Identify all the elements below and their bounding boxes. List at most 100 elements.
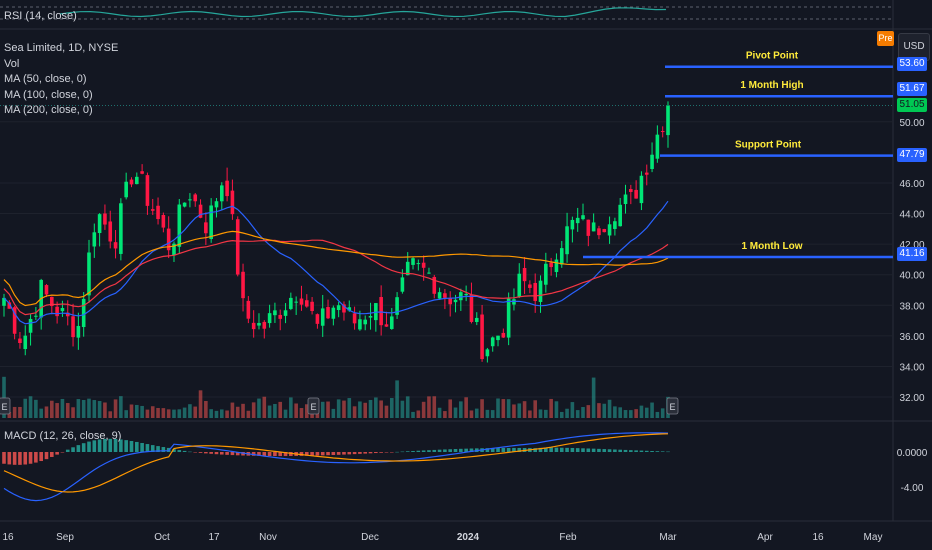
candle-body — [421, 262, 426, 268]
candle-body — [230, 190, 235, 215]
macd-hist-bar — [342, 452, 346, 455]
ma100-line — [3, 239, 669, 316]
volume-bar — [644, 407, 649, 418]
volume-bar — [225, 410, 229, 418]
candle-body — [639, 175, 644, 204]
volume-bar — [655, 411, 660, 418]
candle-body — [570, 219, 575, 230]
volume-bar — [432, 396, 437, 418]
level-label: Pivot Point — [746, 51, 799, 62]
candle-body — [501, 332, 506, 338]
price-tick-label: 34.00 — [899, 362, 924, 373]
candle-body — [374, 303, 378, 321]
candle-body — [103, 213, 107, 225]
volume-bar — [150, 406, 155, 418]
macd-hist-bar — [28, 452, 33, 464]
volume-bar — [331, 408, 336, 418]
macd-hist-bar — [437, 449, 442, 452]
macd-hist-bar — [209, 452, 213, 454]
macd-hist-bar — [44, 452, 49, 460]
volume-bar — [586, 405, 591, 418]
macd-hist-bar — [331, 452, 336, 456]
volume-bar — [177, 409, 182, 418]
volume-bar — [214, 410, 219, 418]
time-tick-label: 17 — [208, 532, 220, 543]
candle-body — [172, 243, 176, 256]
macd-hist-bar — [374, 452, 378, 454]
volume-bar — [145, 409, 150, 418]
macd-hist-bar — [235, 452, 240, 456]
macd-hist-bar — [639, 450, 644, 452]
candle-body — [28, 318, 33, 333]
macd-hist-bar — [469, 448, 474, 452]
candle-body — [76, 325, 81, 338]
candle-body — [379, 297, 383, 326]
currency-button[interactable]: USD — [898, 33, 930, 61]
volume-bar — [352, 406, 357, 418]
macd-label: MACD (12, 26, close, 9) — [4, 430, 122, 442]
candle-body — [50, 296, 54, 307]
macd-hist-bar — [613, 449, 617, 452]
volume-bar — [469, 410, 474, 418]
macd-hist-bar — [358, 452, 362, 454]
volume-bar — [517, 403, 522, 418]
candle-body — [209, 205, 213, 240]
candle-body — [655, 134, 660, 159]
macd-hist-bar — [50, 452, 54, 457]
volume-bar — [172, 409, 176, 418]
macd-hist-bar — [485, 448, 490, 452]
candle-body — [384, 324, 389, 327]
candle-body — [453, 299, 458, 303]
volume-bar — [304, 404, 309, 418]
candle-body — [257, 322, 261, 326]
volume-bar — [453, 407, 458, 418]
volume-bar — [108, 411, 113, 418]
volume-bar — [182, 407, 187, 418]
candle-body — [405, 261, 410, 276]
macd-hist-bar — [251, 452, 256, 456]
volume-bar — [389, 398, 394, 418]
volume-bar — [18, 406, 22, 418]
macd-hist-bar — [432, 449, 437, 452]
macd-hist-bar — [214, 452, 219, 455]
candle-body — [294, 301, 298, 303]
volume-bar — [490, 410, 495, 418]
legend-ma100: MA (100, close, 0) — [4, 88, 93, 101]
macd-hist-bar — [427, 450, 431, 452]
volume-bar — [501, 399, 506, 418]
candle-body — [119, 203, 123, 254]
macd-hist-bar — [411, 451, 415, 452]
macd-hist-bar — [198, 452, 203, 453]
candle-body — [336, 305, 341, 311]
macd-hist-bar — [81, 443, 86, 452]
volume-bar — [273, 403, 277, 418]
volume-bar — [554, 401, 559, 418]
macd-hist-bar — [459, 448, 463, 452]
candle-body — [92, 232, 97, 247]
candle-body — [2, 297, 6, 306]
macd-hist-bar — [570, 447, 575, 452]
volume-bar — [50, 400, 54, 418]
candle-body — [411, 258, 415, 265]
macd-hist-bar — [660, 451, 665, 452]
macd-histogram — [2, 438, 670, 465]
macd-hist-bar — [204, 452, 208, 454]
macd-hist-bar — [544, 447, 548, 452]
time-tick-label: Mar — [659, 532, 677, 543]
macd-hist-bar — [554, 447, 559, 452]
macd-hist-bar — [501, 447, 506, 452]
macd-hist-bar — [389, 452, 394, 453]
macd-hist-bar — [7, 452, 12, 465]
volume-bar — [7, 411, 12, 418]
candle-body — [347, 307, 352, 311]
macd-hist-bar — [347, 452, 352, 455]
price-tick-label: 46.00 — [899, 179, 924, 190]
candle-body — [273, 310, 277, 316]
candle-body — [23, 335, 28, 350]
candle-body — [145, 175, 150, 206]
candle-body — [363, 319, 368, 325]
candle-body — [44, 285, 49, 295]
macd-hist-bar — [18, 452, 22, 465]
candle-body — [554, 259, 559, 273]
